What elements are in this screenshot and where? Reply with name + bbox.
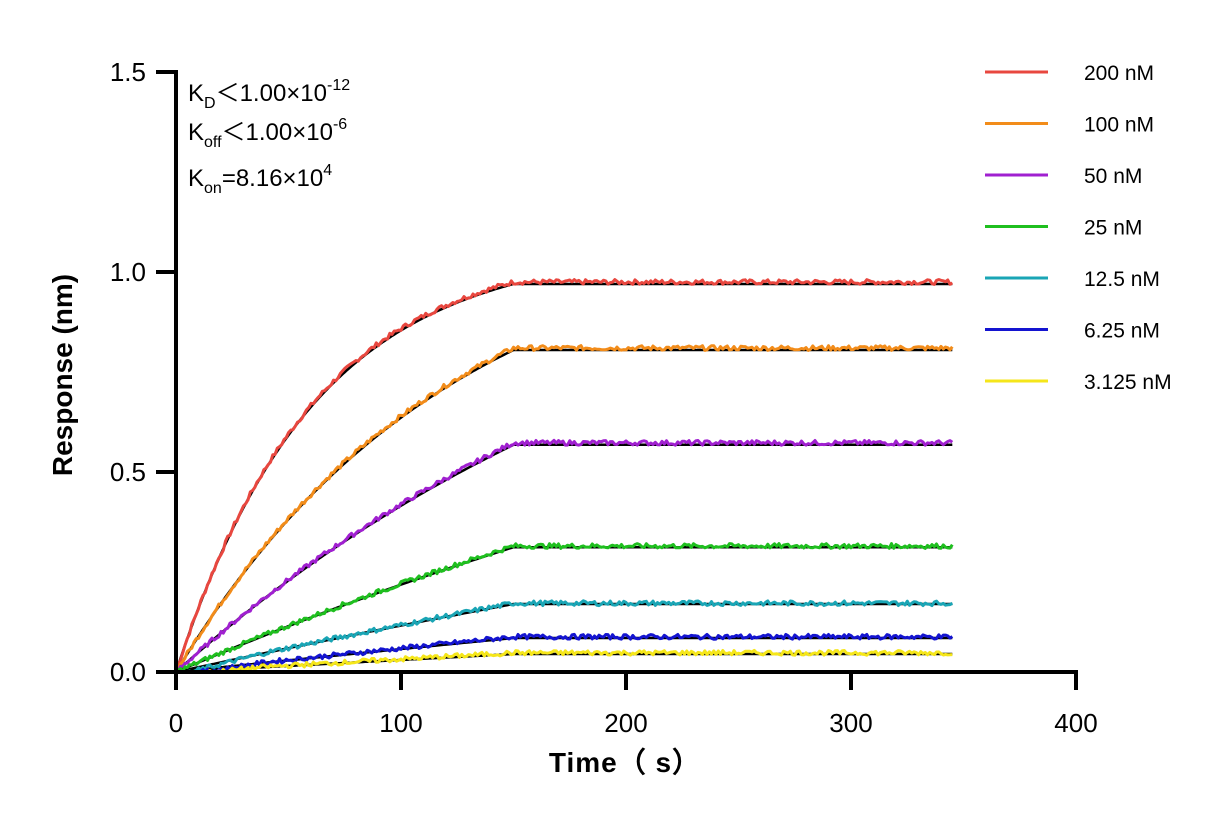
series-line-3 xyxy=(175,438,954,672)
legend: 200 nM 100 nM 50 nM 25 nM 12.5 nM 6.25 nM 3.12… xyxy=(985,62,1172,394)
axes xyxy=(174,70,1078,674)
legend-label-1: 200 nM xyxy=(1084,62,1154,85)
kd-annotation: KD＜1.00×10-12 xyxy=(188,77,350,112)
legend-label-6: 6.25 nM xyxy=(1084,320,1160,343)
y-tick-label-1.5: 1.5 xyxy=(110,57,146,87)
ticks: 0 100 200 300 400 0.0 0.5 1.0 1.5 xyxy=(110,57,1098,738)
series-curves xyxy=(174,278,954,674)
x-tick-label-300: 300 xyxy=(829,708,872,738)
series-line-5 xyxy=(176,599,954,674)
series-line-2 xyxy=(175,344,954,673)
legend-label-4: 25 nM xyxy=(1084,217,1142,240)
series-line-1 xyxy=(174,278,954,673)
legend-label-5: 12.5 nM xyxy=(1084,268,1160,291)
kinetic-annotations: KD＜1.00×10-12 Koff＜1.00×10-6 Kon=8.16×10… xyxy=(188,77,350,197)
fit-curves xyxy=(174,282,953,674)
series-line-4 xyxy=(175,542,954,674)
legend-label-3: 50 nM xyxy=(1084,165,1142,188)
series-line-6 xyxy=(176,632,954,674)
y-tick-label-0.5: 0.5 xyxy=(110,457,146,487)
x-tick-label-400: 400 xyxy=(1054,708,1097,738)
y-axis-title: Response (nm) xyxy=(47,274,78,476)
x-tick-label-0: 0 xyxy=(169,708,183,738)
fit-line-1 xyxy=(174,282,953,673)
kon-annotation: Kon=8.16×104 xyxy=(188,162,332,197)
axis-titles: Time（ s） Response (nm) xyxy=(47,274,701,778)
y-tick-label-1: 1.0 xyxy=(110,257,146,287)
x-tick-label-100: 100 xyxy=(379,708,422,738)
legend-label-7: 3.125 nM xyxy=(1084,371,1172,394)
koff-annotation: Koff＜1.00×10-6 xyxy=(188,116,347,151)
x-axis-title: Time（ s） xyxy=(549,746,701,778)
x-tick-label-200: 200 xyxy=(604,708,647,738)
y-tick-label-0: 0.0 xyxy=(110,657,146,687)
series-line-7 xyxy=(176,648,953,674)
legend-label-2: 100 nM xyxy=(1084,114,1154,137)
